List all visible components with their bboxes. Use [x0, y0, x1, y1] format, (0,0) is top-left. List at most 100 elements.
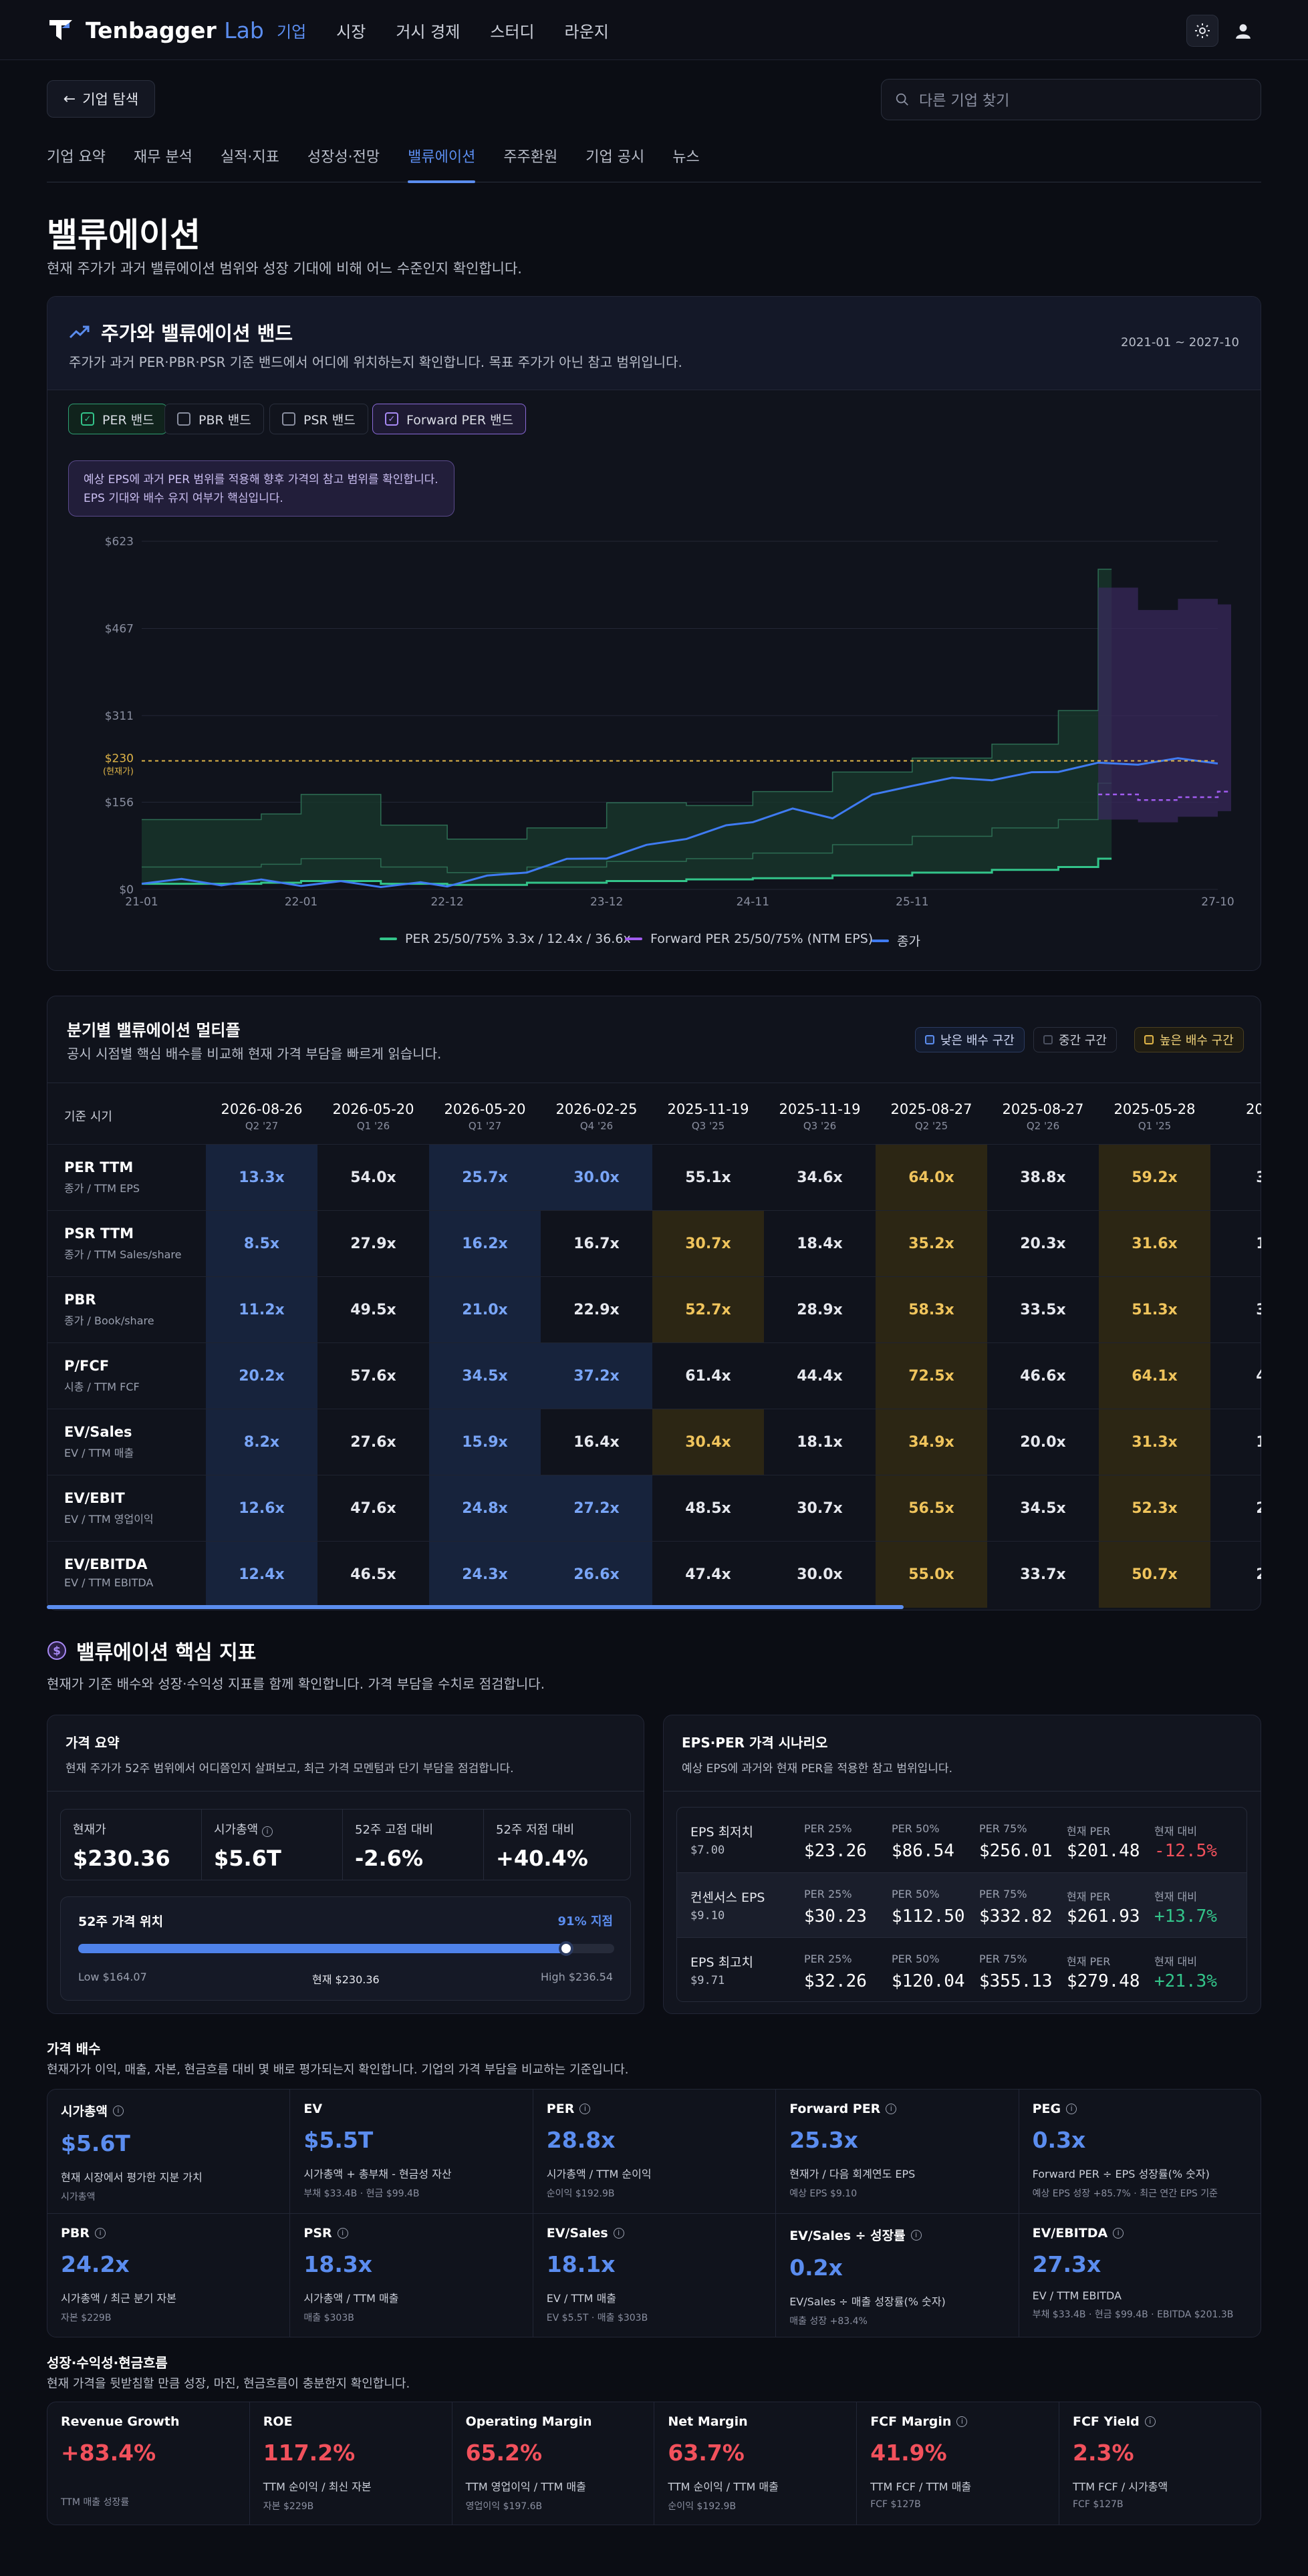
table-scrollbar[interactable] — [47, 1605, 904, 1609]
metric-card: ROE 117.2% TTM 순이익 / 최신 자본 자본 $229B — [250, 2402, 452, 2525]
multiple-cell: 30.7x — [652, 1211, 764, 1277]
search-input[interactable]: 다른 기업 찾기 — [919, 93, 1010, 110]
scenario-col-label: PER 25% — [804, 1888, 852, 1900]
multiple-cell: 28 — [1256, 1566, 1261, 1583]
tab-results[interactable]: 실적·지표 — [220, 149, 279, 166]
nav-link-study[interactable]: 스터디 — [490, 23, 535, 41]
info-icon[interactable]: i — [910, 2229, 922, 2241]
metric-card-label: Revenue Growth — [61, 2414, 236, 2429]
info-icon[interactable]: i — [1113, 2228, 1124, 2239]
metric-desc: EV / TTM EBITDA — [64, 1576, 154, 1589]
stat-from-52w-high: 52주 고점 대비 -2.6% — [342, 1809, 484, 1880]
col-quarter: Q1 '26 — [356, 1119, 390, 1132]
info-icon[interactable]: i — [261, 1826, 273, 1837]
52w-range-marker — [558, 1941, 573, 1956]
metric-card-value: 2.3% — [1073, 2440, 1134, 2466]
forward-per-band-area — [1098, 587, 1231, 823]
toggle-per-band[interactable]: ✓ PER 밴드 — [68, 404, 167, 434]
metric-card-label-text: PSR — [303, 2226, 332, 2241]
scenario-diff: +13.7% — [1154, 1906, 1217, 1926]
legend-forward-per: Forward PER 25/50/75% (NTM EPS) — [625, 932, 873, 946]
legend-close: 종가 — [872, 932, 920, 950]
theme-toggle-button[interactable] — [1186, 15, 1218, 47]
company-search[interactable]: 다른 기업 찾기 — [881, 79, 1261, 120]
table-row: EV/EBITDA EV / TTM EBITDA 12.4x 46.5x 24.3x 2… — [47, 1541, 1261, 1608]
table-row: PSR TTM 종가 / TTM Sales/share 8.5x 27.9x 16.2… — [47, 1210, 1261, 1277]
multiple-cell: 52.7x — [652, 1277, 764, 1343]
metric-card-detail: 순이익 $192.9B — [546, 2188, 615, 2199]
brand-logo[interactable]: Tenbagger Lab — [47, 16, 264, 44]
user-button[interactable] — [1227, 15, 1259, 47]
y-tick-label: $467 — [105, 622, 134, 635]
info-icon[interactable]: i — [95, 2228, 106, 2239]
user-icon — [1236, 24, 1251, 39]
scenario-eps: $9.10 — [690, 1909, 725, 1922]
multiple-cell: 27.2x — [541, 1475, 652, 1542]
scenario-price: $332.82 — [979, 1906, 1053, 1926]
date-range: 2021-01 ~ 2027-10 — [1121, 335, 1239, 349]
table-header-cell: 2026-08-26 Q2 '27 — [206, 1083, 317, 1149]
multiple-cell: 30.0x — [541, 1145, 652, 1211]
toggle-forward-per-band[interactable]: ✓ Forward PER 밴드 — [372, 404, 527, 434]
metric-card-desc: TTM FCF / 시가총액 — [1073, 2480, 1168, 2493]
metric-card-value: 28.8x — [546, 2127, 616, 2153]
info-icon[interactable]: i — [579, 2104, 591, 2114]
multiple-cell: 47.6x — [350, 1500, 396, 1517]
row-label: EV/EBITDA EV / TTM EBITDA — [47, 1542, 206, 1608]
info-icon[interactable]: i — [337, 2228, 348, 2239]
info-icon[interactable]: i — [1144, 2416, 1156, 2427]
metric-card-detail: EV $5.5T · 매출 $303B — [546, 2313, 648, 2323]
metric-card-value: 18.1x — [546, 2251, 616, 2277]
scenario-col-label: PER 50% — [892, 1953, 940, 1965]
multiples-table: 기준 시기 2026-08-26 Q2 '27 2026-05-20 Q1 '26 202… — [47, 1083, 1261, 1610]
metric-card-label-text: Forward PER — [789, 2102, 881, 2116]
scenario-title: EPS·PER 가격 시나리오 — [682, 1735, 828, 1751]
col-quarter: Q1 '27 — [468, 1119, 502, 1132]
tab-summary[interactable]: 기업 요약 — [47, 149, 106, 166]
multiple-cell: 61.4x — [685, 1368, 731, 1385]
nav-link-lounge[interactable]: 라운지 — [564, 23, 609, 41]
tab-growth[interactable]: 성장성·전망 — [307, 149, 380, 166]
x-tick-label: 21-01 — [125, 895, 158, 909]
tab-valuation[interactable]: 밸류에이션 — [408, 145, 476, 183]
stat-value: +40.4% — [496, 1846, 588, 1871]
info-icon[interactable]: i — [613, 2228, 624, 2239]
scenario-price: $256.01 — [979, 1841, 1053, 1861]
multiple-cell: 33 — [1256, 1169, 1261, 1186]
scenario-col-label: PER 25% — [804, 1822, 852, 1835]
multiple-cell: 16.4x — [573, 1434, 620, 1451]
metric-card-value: $5.6T — [61, 2130, 130, 2156]
metric-card-value: 24.2x — [61, 2251, 130, 2277]
metric-card-detail: 예상 EPS 성장 +85.7% · 최근 연간 EPS 기준 — [1032, 2188, 1218, 2199]
info-icon[interactable]: i — [112, 2105, 124, 2116]
multiple-cell: 44.4x — [797, 1368, 843, 1385]
tab-financials[interactable]: 재무 분석 — [133, 149, 192, 166]
back-button[interactable]: ← 기업 탐색 — [47, 80, 155, 118]
nav-link-company[interactable]: 기업 — [277, 23, 307, 41]
metric-card: PSR i 18.3x 시가총액 / TTM 매출 매출 $303B — [290, 2213, 533, 2337]
multiple-cell: 29 — [1256, 1500, 1261, 1517]
row-label: PSR TTM 종가 / TTM Sales/share — [47, 1211, 206, 1277]
scenario-col-label: PER 75% — [979, 1822, 1027, 1835]
info-icon[interactable]: i — [1066, 2104, 1077, 2114]
toggle-psr-band[interactable]: PSR 밴드 — [269, 404, 368, 434]
metric-card-desc: 시가총액 / TTM 매출 — [303, 2292, 399, 2305]
metric-card: Operating Margin 65.2% TTM 영업이익 / TTM 매출 영업… — [452, 2402, 655, 2525]
x-tick-label: 22-01 — [285, 895, 317, 909]
nav-link-macro[interactable]: 거시 경제 — [396, 23, 461, 41]
multiple-cell: 54.0x — [350, 1169, 396, 1186]
y-tick-label: $156 — [105, 797, 134, 810]
nav-link-market[interactable]: 시장 — [336, 23, 366, 41]
tab-filings[interactable]: 기업 공시 — [585, 149, 645, 166]
metric-card-desc: 시가총액 / TTM 순이익 — [546, 2168, 652, 2180]
multiple-cell: 15.9x — [429, 1409, 541, 1475]
toggle-pbr-band[interactable]: PBR 밴드 — [164, 404, 264, 434]
info-icon[interactable]: i — [956, 2416, 968, 2427]
tab-shareholder[interactable]: 주주환원 — [503, 149, 558, 166]
info-icon[interactable]: i — [886, 2104, 897, 2114]
metric-card-desc: EV/Sales ÷ 매출 성장률(% 숫자) — [789, 2295, 946, 2308]
tab-news[interactable]: 뉴스 — [672, 149, 700, 166]
multiple-cell: 57.6x — [350, 1368, 396, 1385]
metric-card-detail: 자본 $229B — [263, 2501, 314, 2512]
row-label: PBR 종가 / Book/share — [47, 1277, 206, 1343]
